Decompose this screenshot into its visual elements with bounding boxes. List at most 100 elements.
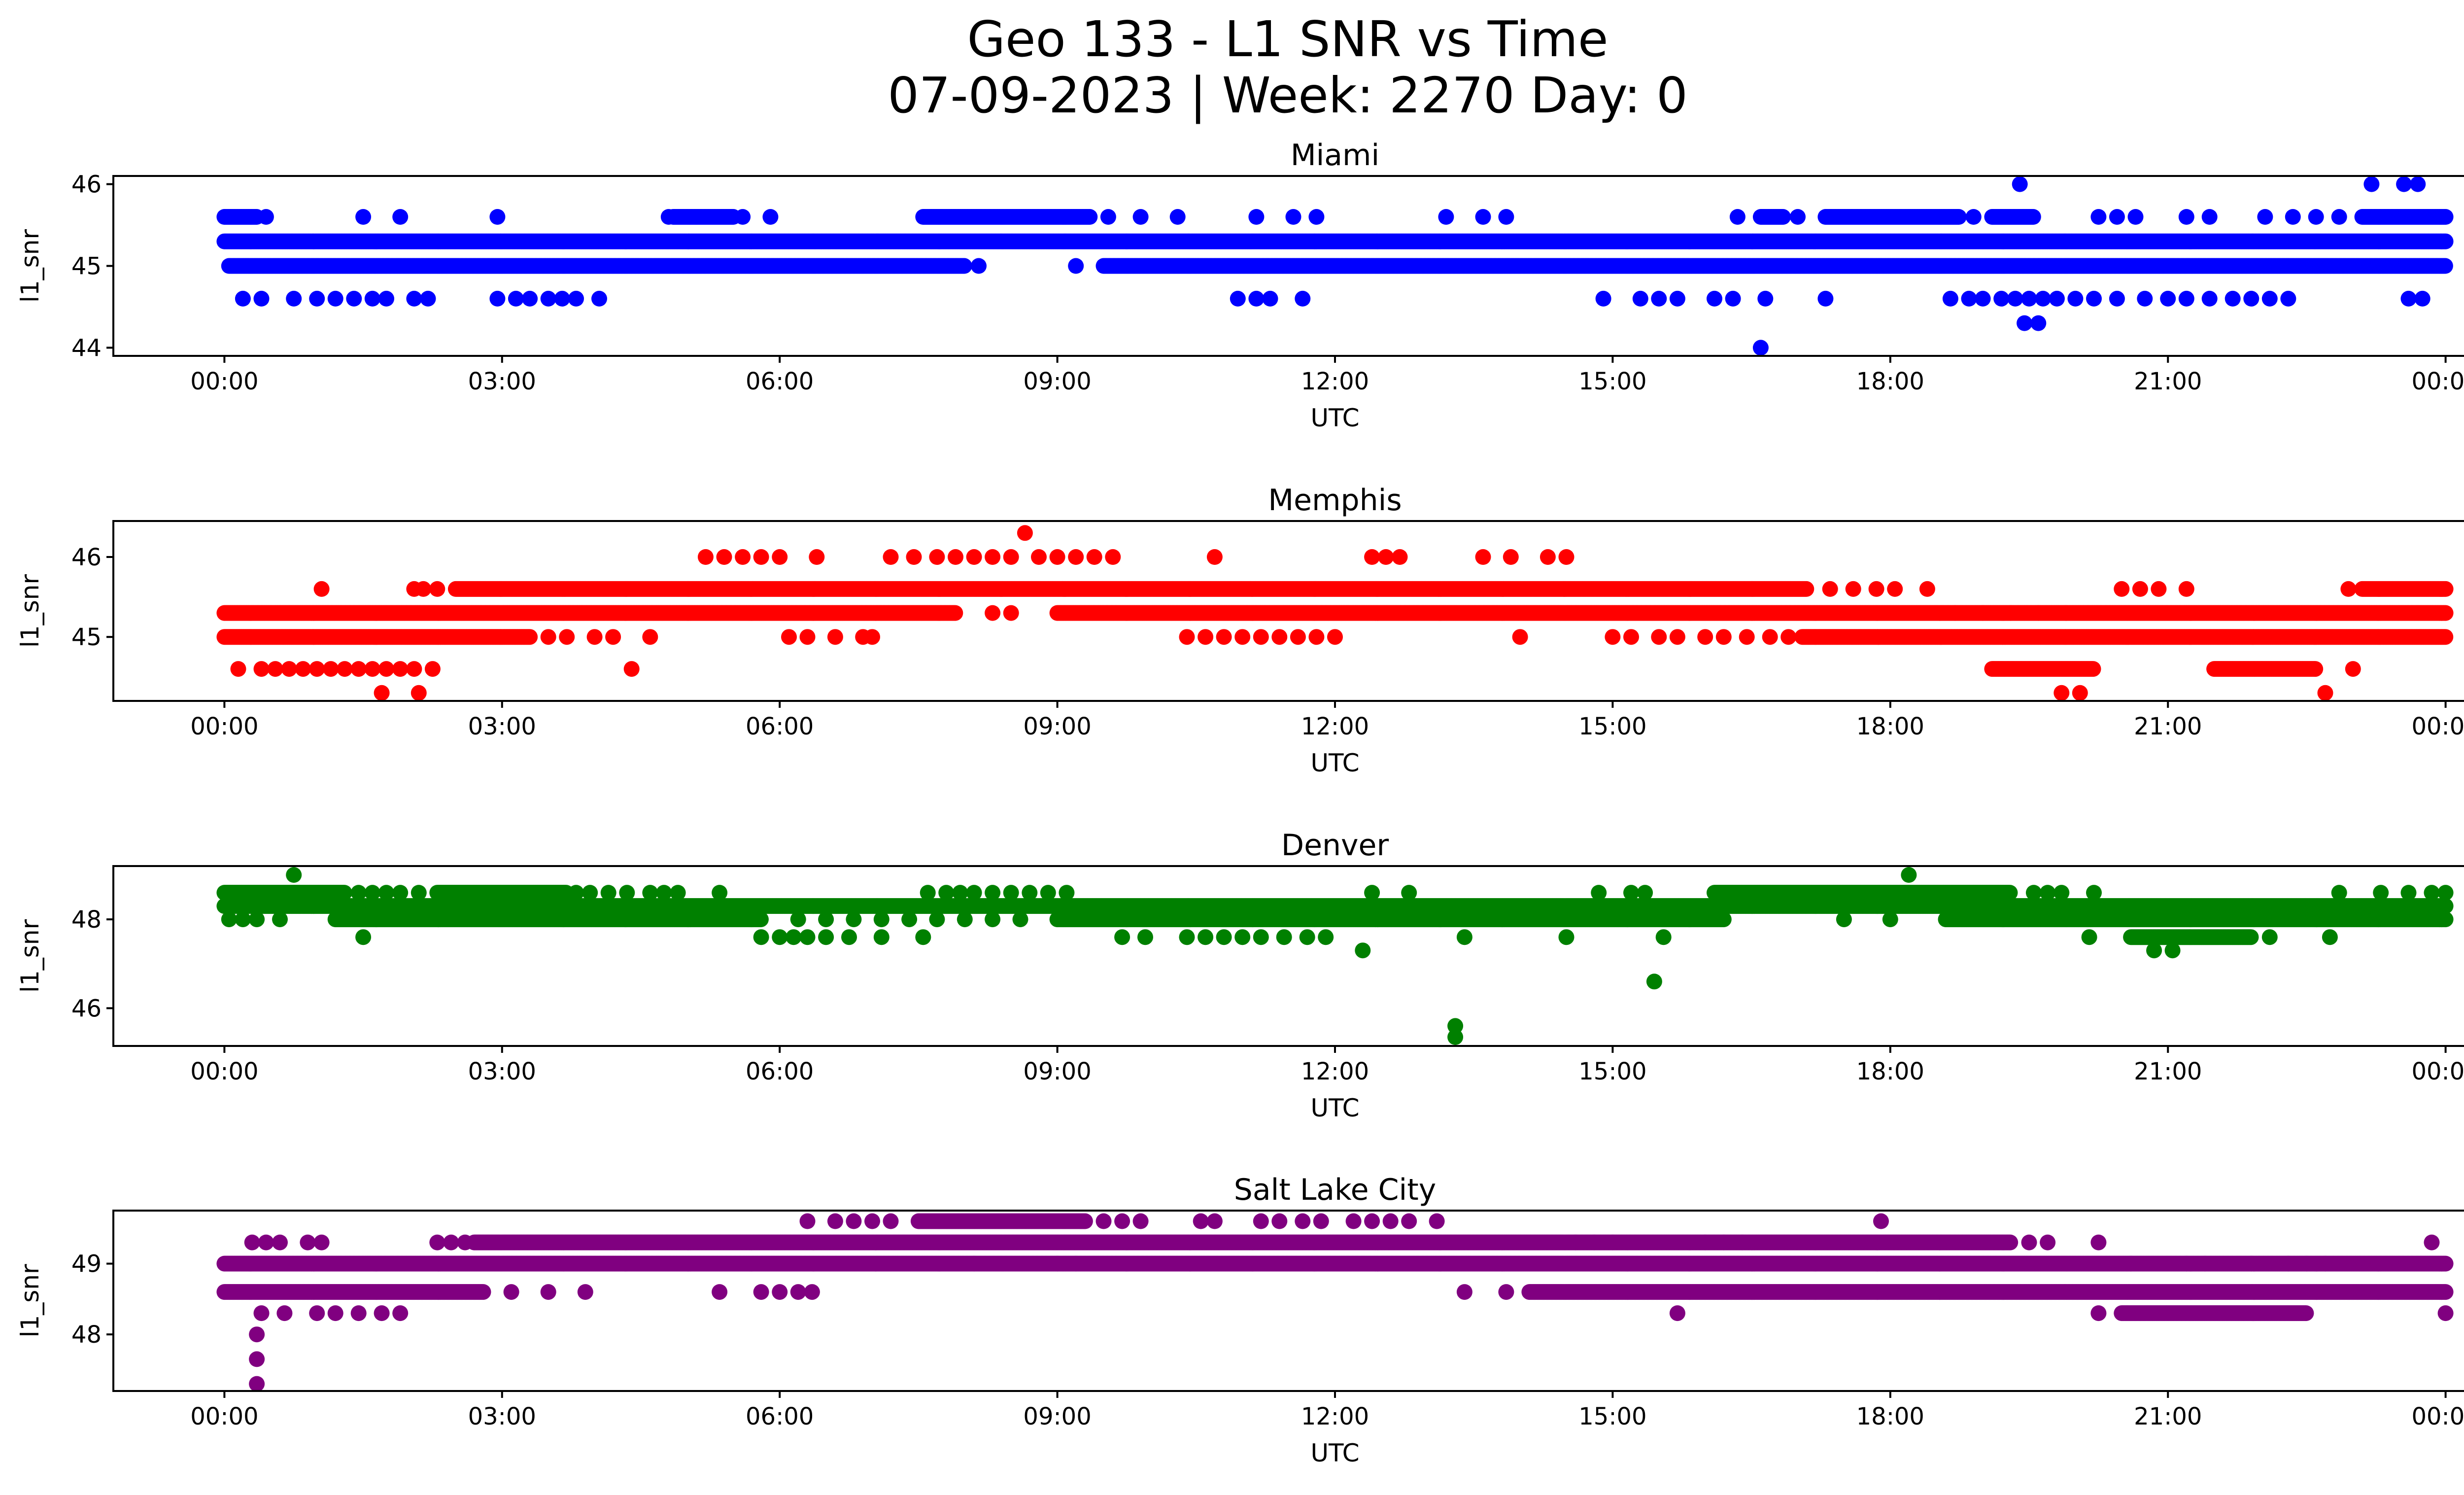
data-point xyxy=(1725,290,1741,307)
data-point xyxy=(2109,290,2125,307)
data-point xyxy=(392,209,409,225)
data-point xyxy=(660,209,677,225)
data-point xyxy=(1475,209,1491,225)
x-tick-label: 06:00 xyxy=(746,368,814,395)
x-tick-label: 00:00 xyxy=(2411,368,2464,395)
x-tick-label: 00:00 xyxy=(190,368,258,395)
data-point xyxy=(2007,290,2023,307)
data-point xyxy=(2178,209,2194,225)
y-tick-label: 45 xyxy=(71,253,102,280)
data-point xyxy=(2109,209,2125,225)
data-points xyxy=(216,525,2454,701)
x-axis-label: UTC xyxy=(1310,404,1359,432)
data-point xyxy=(2437,233,2454,249)
data-point xyxy=(1230,290,1246,307)
y-tick-label: 44 xyxy=(71,334,102,362)
data-point xyxy=(2137,290,2153,307)
data-point xyxy=(2201,209,2218,225)
data-point xyxy=(2437,209,2454,225)
data-point xyxy=(1993,290,2010,307)
data-point xyxy=(2067,290,2084,307)
data-point xyxy=(378,290,394,307)
data-point xyxy=(1951,209,1967,225)
data-point xyxy=(762,209,779,225)
data-point xyxy=(2437,258,2453,274)
data-point xyxy=(1248,209,1265,225)
data-point xyxy=(327,290,343,307)
data-point xyxy=(1942,290,1958,307)
data-point xyxy=(286,290,302,307)
data-point xyxy=(2035,290,2051,307)
data-point xyxy=(591,290,607,307)
data-point xyxy=(735,209,751,225)
data-point xyxy=(1757,290,1774,307)
data-point xyxy=(688,209,705,225)
data-point xyxy=(540,290,556,307)
data-point xyxy=(355,209,372,225)
data-point xyxy=(2363,176,2380,192)
data-point xyxy=(2030,315,2047,331)
x-tick-label: 21:00 xyxy=(2134,368,2202,395)
data-point xyxy=(258,209,274,225)
y-axis-label: l1_snr xyxy=(16,229,44,303)
data-point xyxy=(1651,290,1667,307)
data-point xyxy=(568,290,584,307)
data-point xyxy=(1248,290,1265,307)
data-point xyxy=(2090,209,2107,225)
panel-title: Miami xyxy=(1291,138,1379,173)
data-point xyxy=(364,290,380,307)
data-point xyxy=(1262,290,1278,307)
data-point xyxy=(2025,209,2041,225)
data-point xyxy=(2178,290,2194,307)
data-point xyxy=(2257,209,2273,225)
data-point xyxy=(1308,209,1325,225)
data-point xyxy=(489,290,506,307)
data-point xyxy=(2331,209,2347,225)
data-point xyxy=(2127,209,2144,225)
data-point xyxy=(2396,176,2412,192)
data-point xyxy=(2160,290,2176,307)
x-tick-label: 12:00 xyxy=(1301,368,1369,395)
data-points xyxy=(216,176,2454,356)
data-point xyxy=(1169,209,1186,225)
data-point xyxy=(2017,315,2033,331)
data-point xyxy=(2201,290,2218,307)
data-point xyxy=(1498,209,1514,225)
data-point xyxy=(420,290,436,307)
y-tick-label: 46 xyxy=(71,171,102,199)
x-tick-label: 09:00 xyxy=(1023,368,1091,395)
data-point xyxy=(2308,209,2324,225)
data-point xyxy=(1295,290,1311,307)
data-point xyxy=(1961,290,1977,307)
data-point xyxy=(1595,290,1611,307)
data-point xyxy=(253,290,270,307)
data-point xyxy=(2280,290,2296,307)
data-point xyxy=(1775,209,1791,225)
data-point xyxy=(1707,290,1722,307)
data-point xyxy=(1752,340,1769,356)
data-point xyxy=(1975,290,1991,307)
data-point xyxy=(2086,290,2102,307)
data-point xyxy=(1100,209,1116,225)
data-point xyxy=(1790,209,1806,225)
data-point xyxy=(2224,290,2241,307)
data-point xyxy=(1817,290,1834,307)
figure-title-line-1: Geo 133 - L1 SNR vs Time xyxy=(967,10,1608,68)
data-point xyxy=(406,290,422,307)
data-point xyxy=(2414,290,2430,307)
data-point xyxy=(2021,290,2037,307)
x-tick-label: 15:00 xyxy=(1578,368,1646,395)
data-point xyxy=(1729,209,1745,225)
data-point xyxy=(309,290,325,307)
data-point xyxy=(2285,209,2301,225)
data-point xyxy=(1669,290,1685,307)
data-point xyxy=(346,290,362,307)
data-point xyxy=(2012,176,2028,192)
data-point xyxy=(235,290,251,307)
data-point xyxy=(1068,258,1084,274)
data-point xyxy=(554,290,570,307)
data-point xyxy=(522,290,538,307)
data-point xyxy=(2410,176,2426,192)
